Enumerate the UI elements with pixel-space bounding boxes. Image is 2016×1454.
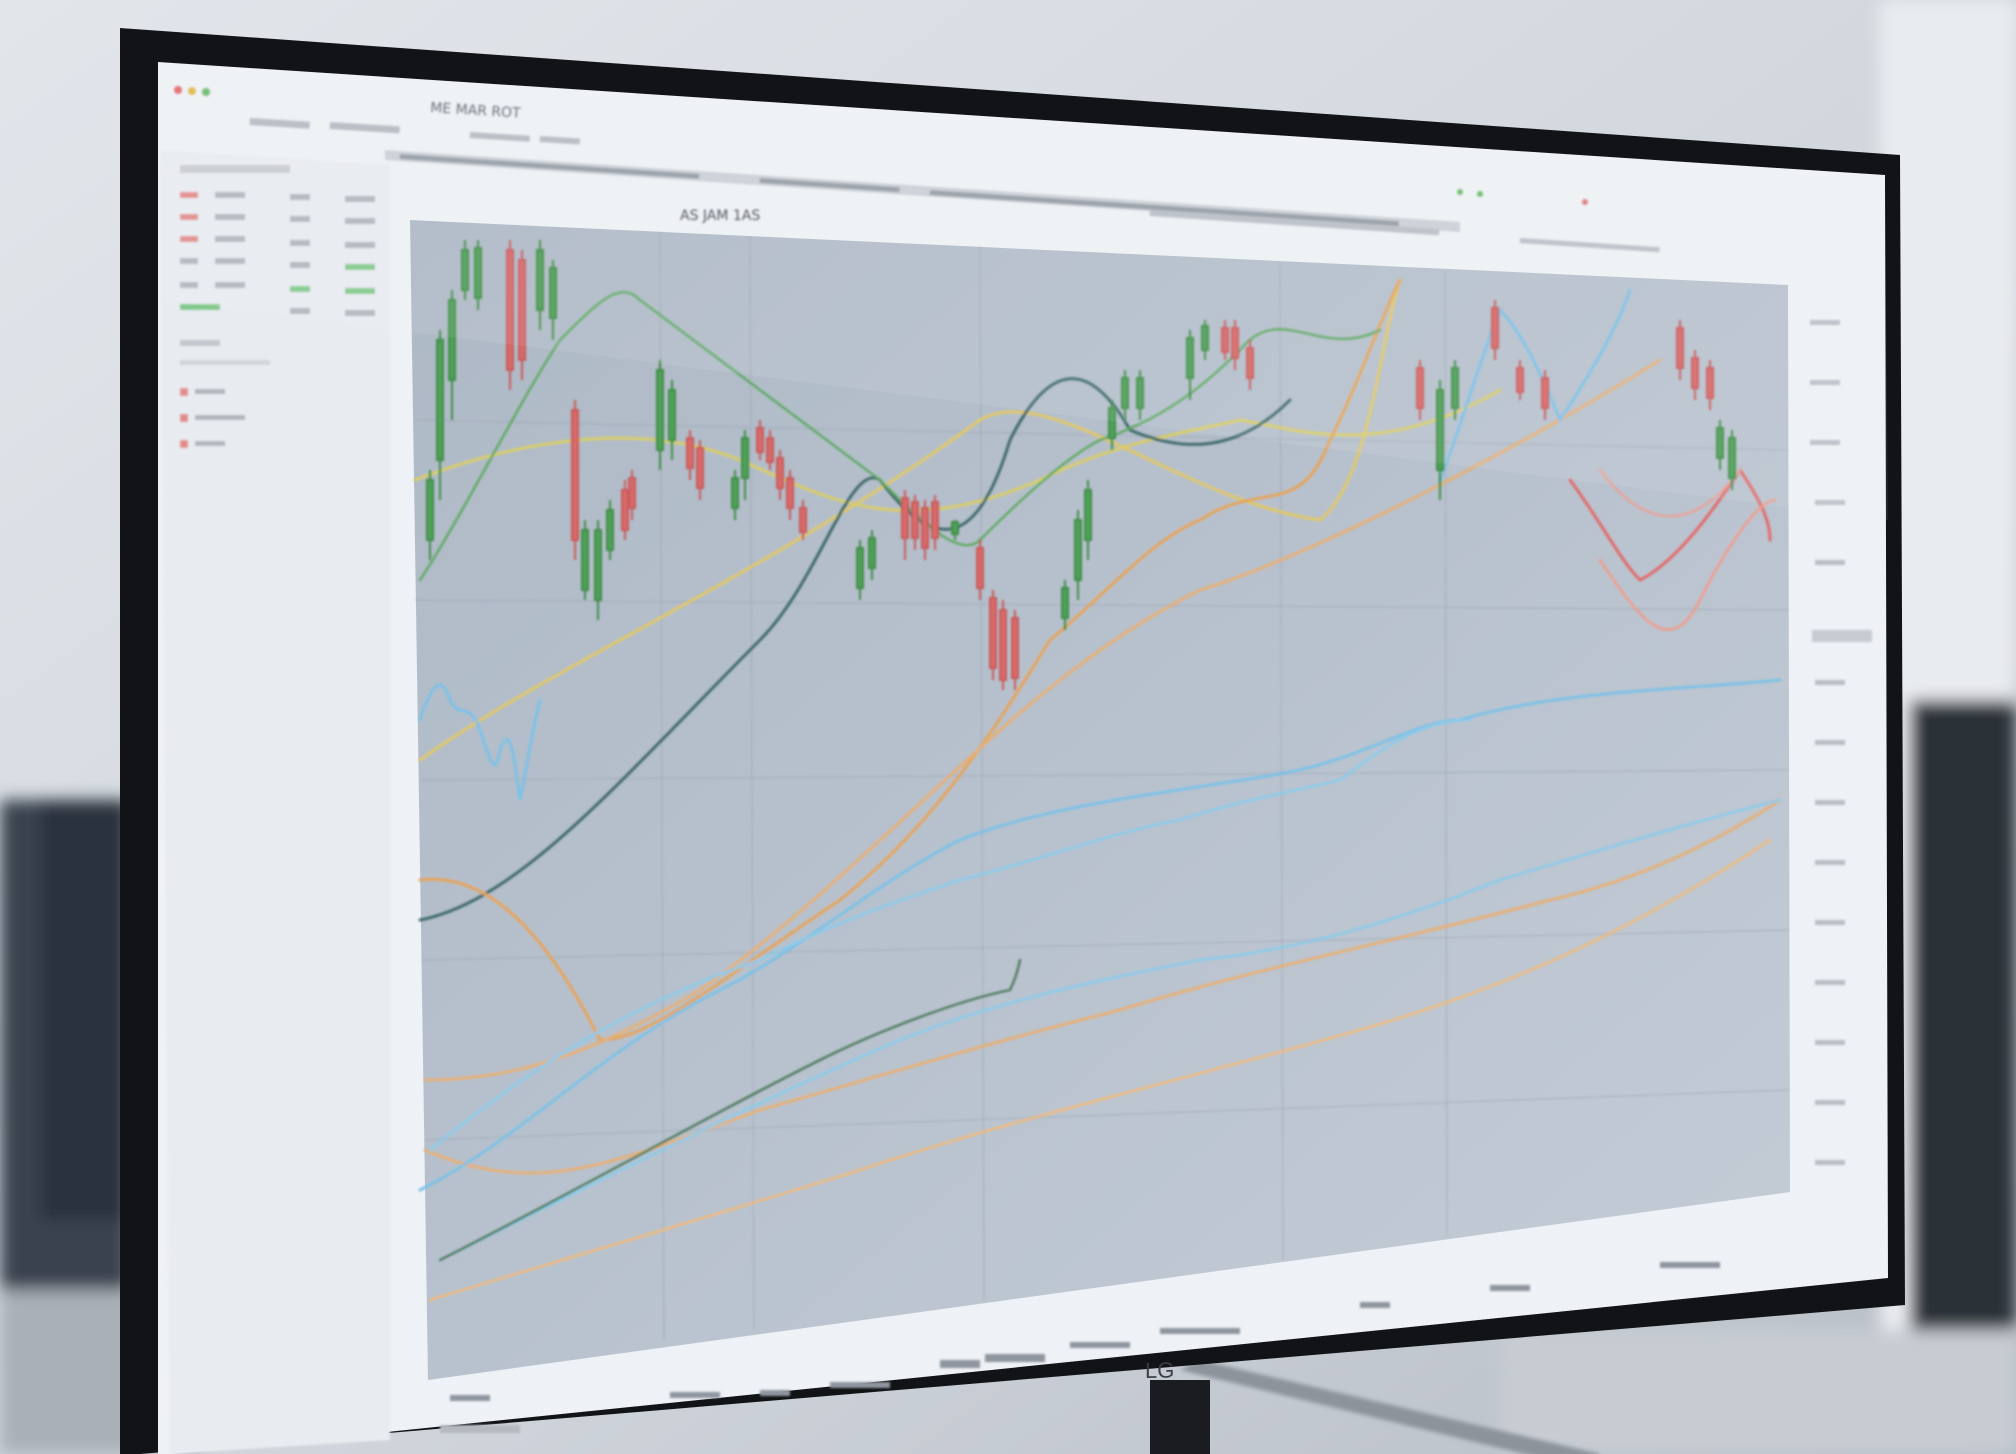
line-pink-right <box>1598 468 1742 518</box>
line-blue-right-top <box>1558 288 1632 422</box>
line-blue-2 <box>428 718 1472 1152</box>
bezel-logo: LG <box>1145 1358 1174 1384</box>
line-salmon-right <box>1598 498 1777 631</box>
line-green-main <box>418 290 1382 582</box>
line-yellow-main <box>418 278 1402 762</box>
line-orange-2 <box>423 358 1662 1082</box>
candles-green <box>426 240 1736 630</box>
line-orange-4 <box>428 838 1772 1302</box>
line-blue-spike-left <box>418 683 542 801</box>
line-green-short <box>438 958 1022 1262</box>
left-sidebar <box>160 150 390 1454</box>
line-blue-top <box>1438 307 1562 482</box>
chart-title: AS JAM 1AS <box>680 208 760 224</box>
screen-glare <box>158 62 1888 520</box>
window-controls-icon <box>174 86 210 96</box>
line-yellow-upper <box>413 388 1502 513</box>
app-header-title: ME MAR ROT <box>430 100 522 122</box>
sidebar-rows <box>180 192 375 365</box>
candles-red <box>506 240 1714 690</box>
line-blue-3 <box>438 798 1782 1262</box>
line-orange-3 <box>423 798 1782 1175</box>
line-orange-1 <box>418 278 1402 1042</box>
app-header: ME MAR ROT <box>174 86 1660 253</box>
price-axis <box>1810 320 1872 1165</box>
list-dot-icon <box>180 388 245 448</box>
line-blue-1 <box>418 678 1782 1192</box>
line-red-right <box>1568 467 1772 582</box>
time-axis <box>440 1262 1720 1433</box>
candlestick-series <box>426 240 1736 690</box>
monitor-stand <box>1150 1360 1600 1454</box>
